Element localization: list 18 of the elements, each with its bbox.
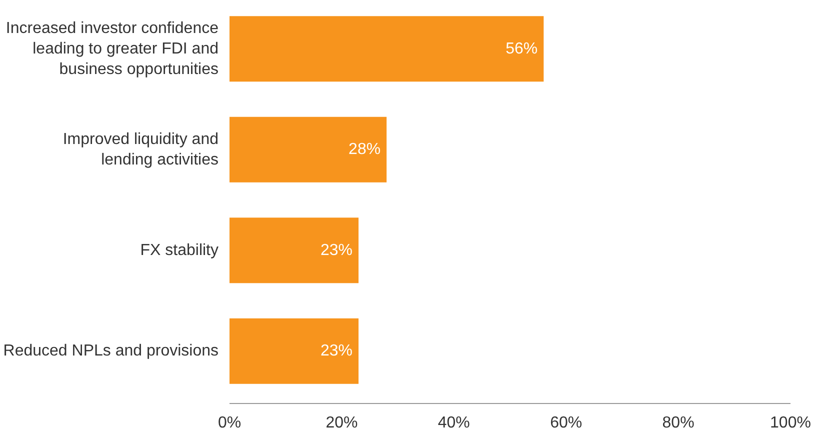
x-tick-label: 0% xyxy=(218,414,242,432)
data-label: 23% xyxy=(320,342,353,360)
x-tick-label: 20% xyxy=(326,414,358,432)
bar xyxy=(230,218,359,284)
x-tick-label: 100% xyxy=(770,414,811,432)
y-tick-label: Improved liquidity and lending activities xyxy=(62,130,219,168)
y-tick-label: Reduced NPLs and provisions xyxy=(3,342,218,360)
bar xyxy=(230,16,544,82)
x-tick-label: 40% xyxy=(438,414,470,432)
bar xyxy=(230,116,387,182)
data-label: 28% xyxy=(348,141,381,158)
y-tick-label: FX stability xyxy=(140,242,219,259)
x-tick-label: 60% xyxy=(550,414,582,432)
x-tick-label: 80% xyxy=(662,414,694,432)
data-label: 56% xyxy=(506,40,538,58)
y-tick-label: Increased investor confidence leading to greater FDI and business opportunities xyxy=(6,20,219,78)
data-label: 23% xyxy=(320,242,353,259)
bar xyxy=(230,318,359,384)
